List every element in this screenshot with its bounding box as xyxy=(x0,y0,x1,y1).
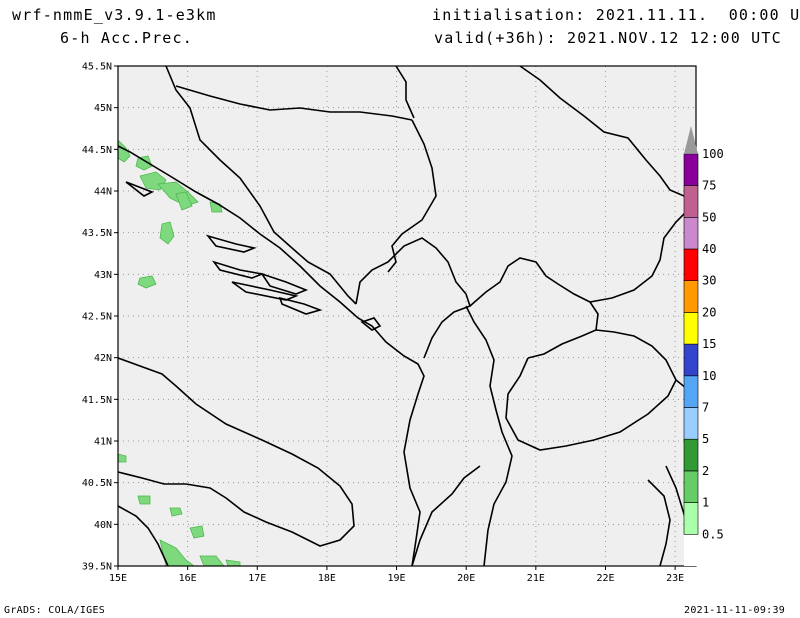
colorbar-box xyxy=(683,280,699,313)
colorbar-label: 0.5 xyxy=(702,527,724,541)
model-title: wrf-nmmE_v3.9.1-e3km xyxy=(12,6,217,24)
longitude-label: 20E xyxy=(457,573,475,584)
colorbar-label: 5 xyxy=(702,432,709,446)
longitude-label: 17E xyxy=(248,573,266,584)
field-title: 6-h Acc.Prec. xyxy=(60,29,193,47)
precip-areas xyxy=(117,139,241,567)
initialisation-time: initialisation: 2021.11.11. 00:00 UTC xyxy=(432,6,800,24)
colorbar-box xyxy=(683,407,699,440)
latitude-label: 45N xyxy=(94,103,112,114)
latitude-label: 42.5N xyxy=(82,312,112,323)
longitude-label: 22E xyxy=(596,573,614,584)
colorbar-label: 15 xyxy=(702,337,716,351)
valid-time: valid(+36h): 2021.NOV.12 12:00 UTC xyxy=(434,29,782,47)
grads-credit: GrADS: COLA/IGES xyxy=(4,605,106,616)
latitude-label: 40N xyxy=(94,520,112,531)
latitude-label: 44N xyxy=(94,187,112,198)
longitude-label: 16E xyxy=(179,573,197,584)
latitude-label: 43N xyxy=(94,270,112,281)
latitude-label: 41N xyxy=(94,437,112,448)
colorbar-label: 75 xyxy=(702,179,716,193)
colorbar-label: 30 xyxy=(702,274,716,288)
latitude-labels: 45.5N 45N 44.5N 44N 43.5N 43N 42.5N 42N 41.5N 41N… xyxy=(82,62,118,573)
longitude-label: 19E xyxy=(388,573,406,584)
latitude-label: 43.5N xyxy=(82,228,112,239)
colorbar-label: 1 xyxy=(702,496,709,510)
longitude-label: 23E xyxy=(666,573,684,584)
colorbar-label: 20 xyxy=(702,305,716,319)
generated-timestamp: 2021-11-11-09:39 xyxy=(684,605,786,616)
colorbar-max-arrow xyxy=(684,125,698,154)
colorbar-box xyxy=(683,217,699,250)
colorbar-box xyxy=(683,248,699,282)
map-gridlines xyxy=(118,66,696,566)
latitude-label: 40.5N xyxy=(82,478,112,489)
colorbar-box xyxy=(683,153,699,186)
colorbar-label: 2 xyxy=(702,464,709,478)
latitude-label: 39.5N xyxy=(82,562,112,573)
colorbar-box xyxy=(684,534,698,566)
longitude-label: 18E xyxy=(318,573,336,584)
longitude-labels: 15E 16E 17E 18E 19E 20E 21E 22E 23E xyxy=(109,566,684,584)
map-plot-area xyxy=(118,66,696,566)
longitude-label: 15E xyxy=(109,573,127,584)
latitude-label: 44.5N xyxy=(82,145,112,156)
latitude-label: 42N xyxy=(94,353,112,364)
colorbar-box xyxy=(683,438,699,472)
longitude-label: 21E xyxy=(527,573,545,584)
colorbar-label: 100 xyxy=(702,147,724,161)
colorbar-box xyxy=(683,375,699,408)
colorbar-box xyxy=(683,312,699,345)
colorbar-label: 50 xyxy=(702,210,716,224)
coastlines-borders xyxy=(117,65,697,567)
colorbar-label: 10 xyxy=(702,369,716,383)
colorbar-box xyxy=(683,343,699,377)
latitude-label: 45.5N xyxy=(82,62,112,73)
colorbar-box xyxy=(683,502,699,535)
colorbar-box xyxy=(683,185,699,218)
colorbar-label: 7 xyxy=(702,401,709,415)
colorbar-label: 40 xyxy=(702,242,716,256)
colorbar: 0.5 1 2 5 7 10 15 20 30 40 50 75 100 xyxy=(683,125,724,566)
latitude-label: 41.5N xyxy=(82,395,112,406)
colorbar-box xyxy=(683,470,699,503)
